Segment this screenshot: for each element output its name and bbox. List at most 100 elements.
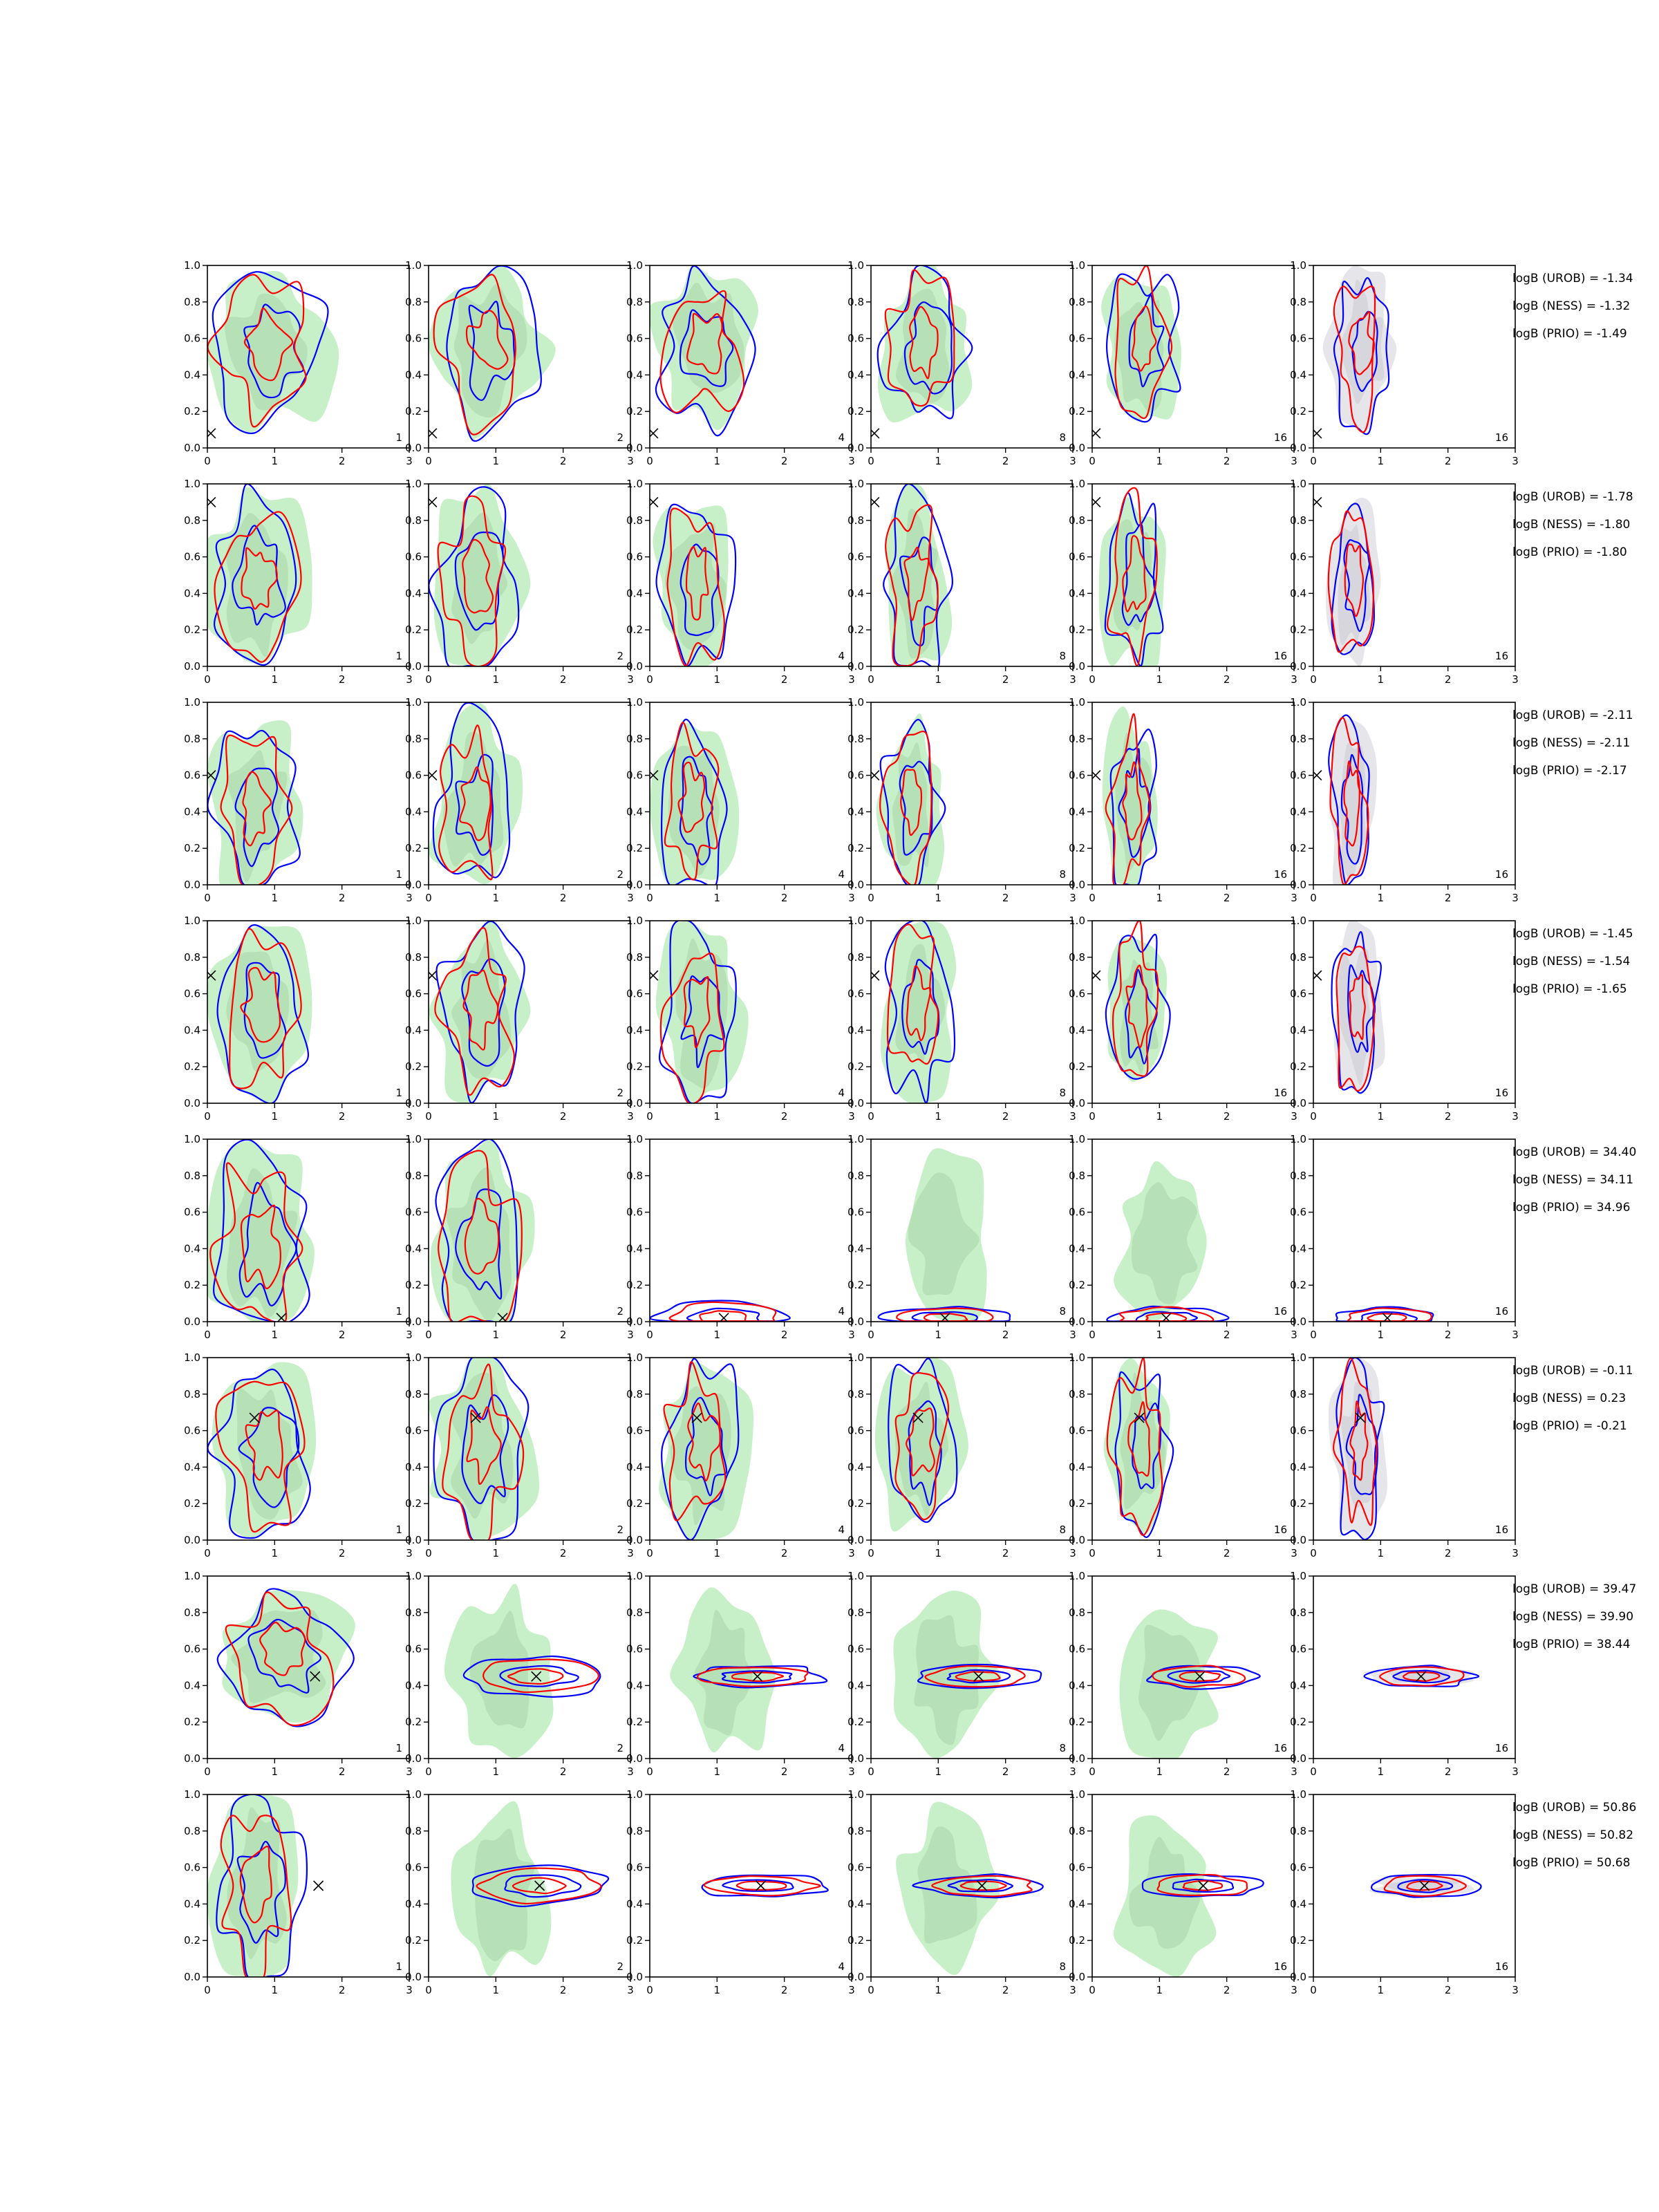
y-tick-label: 1.0 bbox=[847, 1133, 864, 1145]
y-tick-label: 0.6 bbox=[1290, 988, 1306, 1000]
panel-size-label: 4 bbox=[838, 868, 845, 881]
x-tick-label: 3 bbox=[1291, 1329, 1297, 1341]
y-tick-label: 1.0 bbox=[405, 259, 422, 272]
y-tick-label: 1.0 bbox=[405, 1351, 422, 1364]
x-tick-label: 0 bbox=[646, 1110, 653, 1123]
axes-frame bbox=[649, 483, 852, 667]
y-tick-label: 0.6 bbox=[1290, 1643, 1306, 1656]
y-tick-label: 0.4 bbox=[626, 1679, 643, 1691]
panel-size-label: 16 bbox=[1495, 650, 1508, 662]
blue-contour-outer bbox=[446, 265, 542, 442]
panel-body-r4-c4 bbox=[871, 921, 957, 1103]
y-tick-label: 0.2 bbox=[626, 1060, 643, 1073]
y-tick-label: 0.0 bbox=[1069, 1752, 1085, 1765]
true-value-marker bbox=[1198, 1880, 1209, 1891]
y-tick-label: 1.0 bbox=[184, 478, 200, 490]
red-contour-inner bbox=[1349, 974, 1366, 1040]
y-tick-label: 0.6 bbox=[847, 1206, 864, 1219]
y-tick-label: 0.6 bbox=[184, 1206, 200, 1219]
panel-body-r5-c1 bbox=[207, 1139, 315, 1322]
panel-r1-c1: 0 1 2 3 0.0 0.2 0.4 0.6 0.8 1.0 1 bbox=[184, 259, 413, 467]
x-tick-label: 1 bbox=[493, 1110, 500, 1123]
x-tick-label: 1 bbox=[935, 1765, 942, 1778]
panel-size-label: 16 bbox=[1274, 1742, 1287, 1754]
x-tick-label: 1 bbox=[1156, 455, 1163, 467]
y-tick-label: 0.0 bbox=[1069, 879, 1085, 891]
x-tick-label: 0 bbox=[868, 1547, 874, 1559]
red-contour-inner bbox=[239, 1846, 272, 1924]
panel-body-r3-c4 bbox=[871, 713, 946, 885]
y-tick-label: 1.0 bbox=[847, 915, 864, 927]
y-tick-label: 0.0 bbox=[626, 879, 643, 891]
density-fill-inner bbox=[226, 951, 290, 1072]
axes-frame bbox=[1091, 920, 1295, 1104]
x-tick-label: 2 bbox=[1445, 1765, 1452, 1778]
x-tick-label: 1 bbox=[493, 455, 500, 467]
x-tick-label: 2 bbox=[781, 892, 788, 904]
panel-r8-c1: 0 1 2 3 0.0 0.2 0.4 0.6 0.8 1.0 1 bbox=[184, 1788, 413, 1996]
panel-body-r5-c2 bbox=[430, 1139, 535, 1322]
y-tick-label: 0.4 bbox=[184, 587, 200, 599]
y-tick-label: 0.4 bbox=[1290, 368, 1306, 381]
panel-body-r5-c6 bbox=[1335, 1306, 1434, 1322]
red-contour-outer bbox=[1383, 1875, 1467, 1897]
x-tick-label: 2 bbox=[781, 1984, 788, 1996]
panel-size-label: 16 bbox=[1495, 1960, 1508, 1973]
y-tick-label: 1.0 bbox=[1069, 1133, 1085, 1145]
x-tick-label: 3 bbox=[1291, 1984, 1297, 1996]
panel-r4-c1: 0 1 2 3 0.0 0.2 0.4 0.6 0.8 1.0 1 bbox=[184, 915, 413, 1123]
blue-contour-outer bbox=[212, 271, 329, 434]
x-tick-label: 1 bbox=[935, 1329, 942, 1341]
y-tick-label: 0.2 bbox=[1290, 842, 1306, 854]
y-tick-label: 0.4 bbox=[1069, 368, 1085, 381]
x-tick-label: 2 bbox=[339, 1984, 346, 1996]
x-tick-label: 0 bbox=[1089, 673, 1096, 686]
x-tick-label: 3 bbox=[1069, 1765, 1076, 1778]
y-tick-label: 1.0 bbox=[1290, 1570, 1306, 1582]
y-tick-label: 0.8 bbox=[405, 1606, 422, 1619]
logB-label-3: logB (PRIO) = -1.80 bbox=[1512, 545, 1627, 559]
blue-contour-inner bbox=[247, 1618, 322, 1694]
true-value-marker bbox=[1355, 1412, 1366, 1423]
y-tick-label: 1.0 bbox=[626, 259, 643, 272]
x-tick-label: 0 bbox=[646, 1984, 653, 1996]
blue-contour-inner bbox=[1340, 754, 1364, 865]
y-tick-label: 0.0 bbox=[1069, 1315, 1085, 1328]
x-tick-label: 2 bbox=[1224, 892, 1230, 904]
red-contour-inner bbox=[462, 538, 494, 614]
y-tick-label: 0.6 bbox=[405, 1206, 422, 1219]
x-tick-label: 1 bbox=[272, 1765, 279, 1778]
x-tick-label: 2 bbox=[781, 1547, 788, 1559]
panel-body-r3-c1 bbox=[207, 720, 303, 885]
panel-size-label: 8 bbox=[1059, 1960, 1066, 1973]
red-contour-outer bbox=[703, 1875, 821, 1897]
y-tick-label: 0.0 bbox=[847, 1315, 864, 1328]
y-tick-label: 0.6 bbox=[1290, 1862, 1306, 1874]
x-tick-label: 1 bbox=[714, 1984, 721, 1996]
y-tick-label: 0.6 bbox=[626, 332, 643, 345]
axes-frame bbox=[870, 1138, 1074, 1322]
axes-frame bbox=[207, 265, 410, 449]
x-tick-label: 3 bbox=[1069, 455, 1076, 467]
y-tick-label: 0.0 bbox=[847, 1971, 864, 1983]
x-tick-label: 1 bbox=[1378, 455, 1385, 467]
panel-size-label: 1 bbox=[395, 1960, 402, 1973]
red-contour-inner bbox=[259, 1622, 306, 1676]
y-tick-label: 0.2 bbox=[405, 1497, 422, 1510]
y-tick-label: 1.0 bbox=[184, 915, 200, 927]
blue-contour-inner bbox=[454, 531, 505, 631]
red-contour-inner bbox=[683, 976, 711, 1049]
x-tick-label: 2 bbox=[1002, 673, 1009, 686]
blue-contour-inner bbox=[679, 756, 713, 865]
panel-size-label: 8 bbox=[1059, 431, 1066, 444]
y-tick-label: 0.4 bbox=[847, 1679, 864, 1691]
panel-r3-c2: 0 1 2 30.00.20.40.60.81.02 bbox=[405, 696, 634, 904]
density-fill-inner bbox=[225, 513, 288, 657]
red-contour-outer bbox=[659, 290, 745, 413]
x-tick-label: 1 bbox=[714, 1547, 721, 1559]
logB-label-3: logB (PRIO) = -0.21 bbox=[1512, 1419, 1627, 1433]
blue-contour-outer bbox=[659, 921, 737, 1103]
y-tick-label: 0.8 bbox=[1290, 1388, 1306, 1400]
logB-label-3: logB (PRIO) = 34.96 bbox=[1512, 1201, 1630, 1215]
blue-contour-outer bbox=[660, 718, 728, 885]
